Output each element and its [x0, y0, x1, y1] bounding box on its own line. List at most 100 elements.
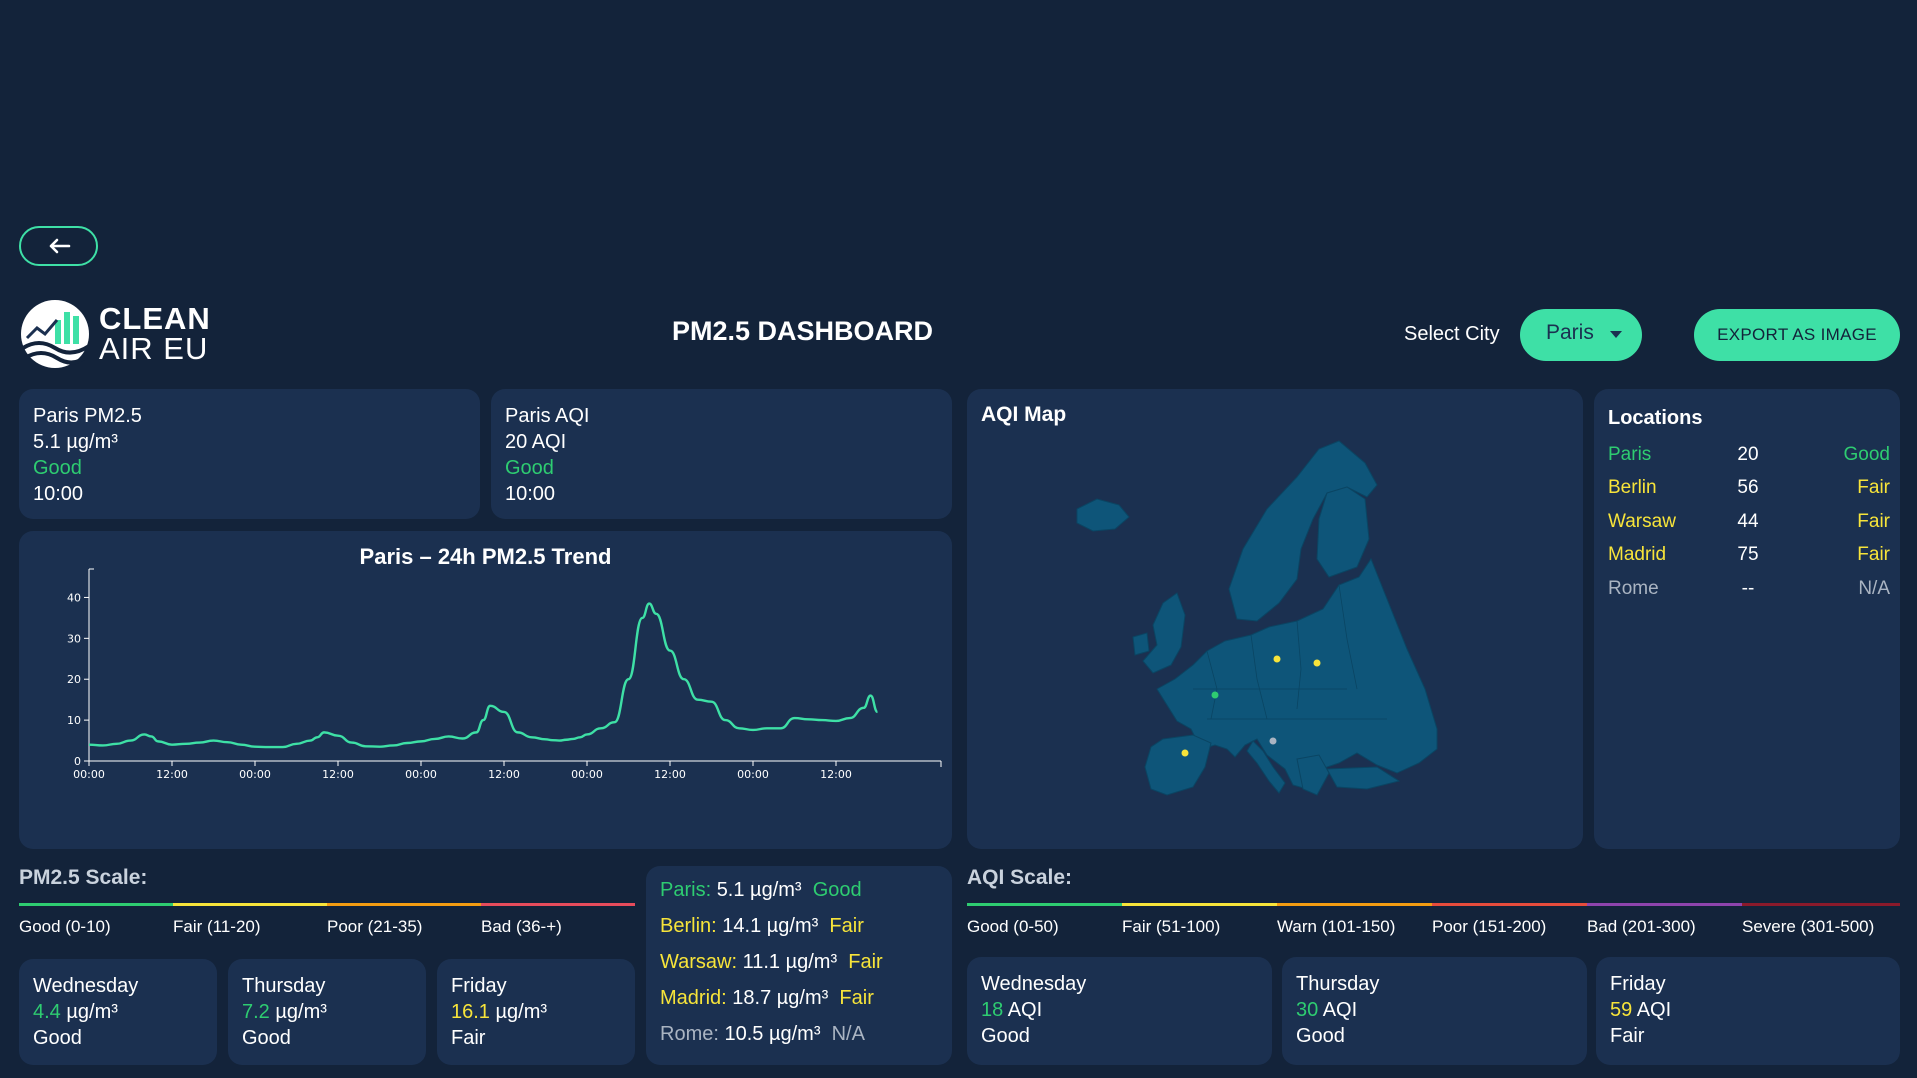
x-tick-label: 00:00 [73, 768, 105, 781]
location-status: Fair [1857, 544, 1890, 565]
summary-row: Warsaw: 11.1 µg/m³ Fair [660, 951, 883, 974]
pm25-current-card: Paris PM2.5 5.1 µg/m³ Good 10:00 [19, 389, 480, 519]
map-title: AQI Map [981, 403, 1067, 426]
pm25-scale-label-poor: Poor (21-35) [327, 917, 423, 936]
x-tick-label: 00:00 [571, 768, 603, 781]
pm25-trend-line [88, 602, 879, 749]
forecast-value: 7.2 [242, 1001, 270, 1023]
summary-city: Warsaw: [660, 951, 738, 973]
pm25-card-value: 5.1 µg/m³ [33, 431, 118, 453]
summary-status: N/A [831, 1023, 865, 1045]
location-status: N/A [1858, 578, 1890, 599]
aqi-scale-label-warn: Warn (101-150) [1277, 917, 1396, 936]
summary-value: 5.1 µg/m³ [716, 879, 802, 901]
location-city: Madrid [1608, 544, 1667, 565]
pm25-scale-bar-bad [481, 903, 635, 906]
locations-card: Locations Paris 20 Good Berlin 56 Fair W… [1594, 389, 1900, 849]
select-city-label: Select City [1404, 323, 1500, 345]
chevron-down-icon [1610, 331, 1622, 338]
forecast-status: Fair [1610, 1025, 1645, 1047]
summary-row: Paris: 5.1 µg/m³ Good [660, 879, 862, 902]
forecast-value: 59 [1610, 999, 1633, 1021]
location-row[interactable]: Berlin 56 Fair [1608, 477, 1890, 507]
location-row[interactable]: Paris 20 Good [1608, 444, 1890, 474]
pm25-card-time: 10:00 [33, 483, 84, 505]
summary-city: Berlin: [660, 915, 717, 937]
aqi-scale-label-severe: Severe (301-500) [1742, 917, 1875, 936]
arrow-left-icon [49, 238, 70, 254]
aqi-scale-bar-bad [1587, 903, 1742, 906]
location-row[interactable]: Madrid 75 Fair [1608, 544, 1890, 574]
aqi-scale-label-bad: Bad (201-300) [1587, 917, 1696, 936]
summary-value: 18.7 µg/m³ [732, 987, 829, 1009]
summary-row: Madrid: 18.7 µg/m³ Fair [660, 987, 874, 1010]
location-aqi: -- [1741, 578, 1755, 599]
x-tick-label: 12:00 [156, 768, 188, 781]
forecast-unit: AQI [1318, 999, 1358, 1021]
map-marker-madrid[interactable] [1181, 749, 1189, 757]
map-marker-paris[interactable] [1211, 691, 1219, 699]
pm25-forecast-card: Thursday 7.2 µg/m³ Good [228, 959, 426, 1065]
brand-name-line2: AIR EU [99, 331, 209, 366]
x-tick-label: 12:00 [820, 768, 852, 781]
pm25-forecast-card: Friday 16.1 µg/m³ Fair [437, 959, 635, 1065]
summary-city: Rome: [660, 1023, 719, 1045]
selected-city-value: Paris [1546, 321, 1594, 344]
forecast-status: Good [981, 1025, 1030, 1047]
pm25-scale-bar-poor [327, 903, 481, 906]
aqi-card-value: 20 AQI [505, 431, 567, 453]
forecast-day: Wednesday [981, 973, 1087, 995]
europe-map[interactable] [967, 389, 1583, 849]
page-title: PM2.5 DASHBOARD [671, 316, 934, 346]
aqi-current-card: Paris AQI 20 AQI Good 10:00 [491, 389, 952, 519]
forecast-value: 30 [1296, 999, 1319, 1021]
city-select-dropdown[interactable]: Paris [1520, 309, 1642, 361]
map-marker-warsaw[interactable] [1313, 659, 1321, 667]
aqi-scale-label-good: Good (0-50) [967, 917, 1059, 936]
pm25-scale-title: PM2.5 Scale: [19, 866, 148, 889]
location-aqi: 20 [1737, 444, 1759, 465]
forecast-status: Good [242, 1027, 291, 1049]
summary-value: 14.1 µg/m³ [722, 915, 819, 937]
chart-title: Paris – 24h PM2.5 Trend [359, 544, 612, 569]
pm25-scale-bar-good [19, 903, 173, 906]
aqi-forecast-card: Thursday 30 AQI Good [1282, 957, 1587, 1065]
pm25-scale-label-fair: Fair (11-20) [173, 917, 261, 936]
forecast-day: Friday [1610, 973, 1666, 995]
location-aqi: 44 [1737, 511, 1759, 532]
trend-chart: 0 10 20 30 40 00:00 12:00 00:00 12:00 00:00 12:00 0… [67, 568, 942, 781]
location-status: Fair [1857, 511, 1890, 532]
pm25-scale-bar-fair [173, 903, 327, 906]
forecast-status: Fair [451, 1027, 486, 1049]
forecast-unit: µg/m³ [60, 1001, 118, 1023]
aqi-scale-title: AQI Scale: [967, 866, 1073, 889]
aqi-map-card: AQI Map [967, 389, 1583, 849]
map-marker-rome[interactable] [1269, 737, 1277, 745]
back-button[interactable] [19, 226, 98, 266]
location-city: Rome [1608, 578, 1659, 599]
summary-row: Rome: 10.5 µg/m³ N/A [660, 1023, 865, 1046]
aqi-scale-bar-fair [1122, 903, 1277, 906]
location-status: Fair [1857, 477, 1890, 498]
x-tick-label: 12:00 [488, 768, 520, 781]
forecast-day: Friday [451, 975, 507, 997]
aqi-scale-bar-poor [1432, 903, 1587, 906]
y-tick-label: 20 [67, 673, 81, 686]
x-tick-label: 00:00 [239, 768, 271, 781]
map-marker-berlin[interactable] [1273, 655, 1281, 663]
export-image-button[interactable]: EXPORT AS IMAGE [1694, 309, 1900, 361]
brand-logo: CLEAN AIR EU [19, 298, 211, 370]
aqi-card-title: Paris AQI [505, 405, 590, 427]
summary-city: Paris: [660, 879, 712, 901]
aqi-scale-bar-severe [1742, 903, 1900, 906]
aqi-scale-bar-warn [1277, 903, 1432, 906]
location-row[interactable]: Warsaw 44 Fair [1608, 511, 1890, 541]
location-city: Berlin [1608, 477, 1657, 498]
forecast-value: 16.1 [451, 1001, 490, 1023]
location-status: Good [1843, 444, 1890, 465]
pm25-forecast-card: Wednesday 4.4 µg/m³ Good [19, 959, 217, 1065]
location-aqi: 56 [1737, 477, 1759, 498]
aqi-forecast-card: Wednesday 18 AQI Good [967, 957, 1272, 1065]
forecast-status: Good [33, 1027, 82, 1049]
location-row[interactable]: Rome -- N/A [1608, 578, 1890, 608]
